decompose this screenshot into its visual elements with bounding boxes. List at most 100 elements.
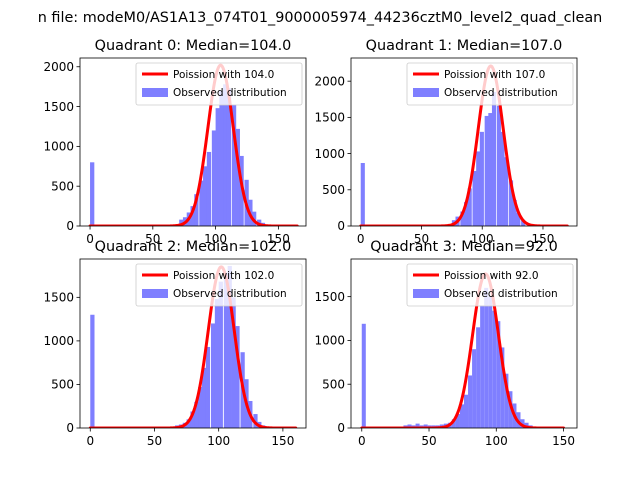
quadrant-3-legend-box xyxy=(406,263,574,307)
quadrant-1-hist-bar xyxy=(460,211,465,226)
quadrant-1-axes-frame xyxy=(350,57,578,227)
quadrant-1-hist-bar xyxy=(360,163,365,226)
figure-suptitle: n file: modeM0/AS1A13_074T01_9000005974_… xyxy=(38,10,603,26)
quadrant-2-plot xyxy=(88,265,298,428)
quadrant-0-hist-bar xyxy=(235,128,240,226)
quadrant-2-ytick-label: 1000 xyxy=(43,334,74,348)
quadrant-3-xtick-label: 100 xyxy=(485,434,508,448)
quadrant-0-hist-bar xyxy=(219,90,224,226)
quadrant-1-ytick-label: 1500 xyxy=(314,111,345,125)
quadrant-1-hist-bar xyxy=(464,202,469,226)
quadrant-3-title: Quadrant 3: Median=92.0 xyxy=(370,239,558,255)
quadrant-2-legend-label-observed: Observed distribution xyxy=(173,288,287,300)
quadrant-0-legend-label-observed: Observed distribution xyxy=(173,87,287,99)
quadrant-1-legend-box xyxy=(406,62,574,106)
quadrant-1-xtick-label: 150 xyxy=(532,232,555,246)
quadrant-1-xtick-label: 0 xyxy=(357,232,365,246)
quadrant-2-legend-box xyxy=(135,263,303,307)
quadrant-1-hist-bar xyxy=(504,157,509,226)
quadrant-3-legend: Poission with 92.0 Observed distribution xyxy=(406,263,574,307)
quadrant-2-hist-bar xyxy=(218,281,223,428)
quadrant-3-legend-bar-swatch xyxy=(413,289,439,298)
quadrant-2-hist-bar xyxy=(186,419,191,428)
quadrant-0-xtick-label: 0 xyxy=(86,232,94,246)
quadrant-3-hist-bar xyxy=(484,287,489,428)
quadrant-2-hist-bar xyxy=(223,272,229,428)
quadrant-0-legend-bar-swatch xyxy=(142,88,168,97)
quadrant-2-title: Quadrant 2: Median=102.0 xyxy=(95,239,292,255)
quadrant-0-legend: Poission with 104.0 Observed distribution xyxy=(135,62,303,106)
quadrant-2-xtick-label: 0 xyxy=(86,434,94,448)
quadrant-2-hist-bar xyxy=(190,411,195,428)
quadrant-2-xtick-label: 150 xyxy=(271,434,294,448)
quadrant-1-legend: Poission with 107.0 Observed distribution xyxy=(406,62,574,106)
quadrant-0-xtick-label: 100 xyxy=(204,232,227,246)
quadrant-0-hist-bar xyxy=(223,84,228,226)
quadrant-1-hist-bar xyxy=(496,105,501,226)
quadrant-3-hist-bar xyxy=(488,296,493,428)
quadrant-3-hist-bar xyxy=(476,327,481,428)
quadrant-3-poisson-line xyxy=(360,272,566,428)
quadrant-3-xtick-label: 50 xyxy=(421,434,436,448)
quadrant-1-legend-label-poisson: Poission with 107.0 xyxy=(444,69,545,81)
quadrant-1-hist-bar xyxy=(472,170,477,226)
quadrant-2-hist-bar xyxy=(235,326,240,428)
quadrant-3-hist-bar xyxy=(361,323,366,428)
quadrant-0-axes-frame xyxy=(79,57,307,227)
quadrant-0-hist-bar xyxy=(231,104,237,226)
quadrant-2-hist-bar xyxy=(205,346,211,428)
quadrant-3-ytick-label: 1000 xyxy=(314,334,345,348)
quadrant-0-hist-bar xyxy=(203,166,208,226)
quadrant-1-hist-bar xyxy=(491,92,497,226)
quadrant-2-hist-bar xyxy=(227,265,232,428)
quadrant-1-hist-bar xyxy=(512,199,517,226)
quadrant-0-hist-bar xyxy=(90,162,95,226)
quadrant-3-hist-bar xyxy=(524,422,529,428)
quadrant-3-hist-bar xyxy=(508,391,513,428)
quadrant-0-plot xyxy=(88,63,299,226)
quadrant-2-ytick-label: 500 xyxy=(51,378,74,392)
quadrant-2-ytick-label: 1500 xyxy=(43,291,74,305)
quadrant-0-legend-box xyxy=(135,62,303,106)
quadrant-0-hist-bar xyxy=(194,194,199,226)
quadrant-2-legend-bar-swatch xyxy=(142,289,168,298)
quadrant-0-ytick-label: 500 xyxy=(51,179,74,193)
quadrant-3-hist-bar xyxy=(492,310,497,428)
quadrant-1-hist-bar xyxy=(500,131,505,226)
quadrant-3-hist-bar xyxy=(472,349,477,428)
quadrant-3-hist-bar xyxy=(496,321,501,428)
quadrant-1-plot xyxy=(359,64,569,226)
quadrant-3-hist-bar xyxy=(504,373,509,428)
quadrant-3-hist-bar xyxy=(520,419,525,428)
quadrant-0-xtick-label: 50 xyxy=(145,232,160,246)
quadrant-0-hist-bar xyxy=(190,206,195,226)
quadrant-1-hist-bar xyxy=(521,220,526,226)
quadrant-1-ytick-label: 0 xyxy=(337,219,345,233)
quadrant-2-hist-bar xyxy=(231,297,236,428)
quadrant-3-hist-bar xyxy=(500,347,505,428)
quadrant-2-legend: Poission with 102.0 Observed distribution xyxy=(135,263,303,307)
quadrant-1-legend-label-observed: Observed distribution xyxy=(444,87,558,99)
quadrant-3-hist-bar xyxy=(459,404,464,428)
quadrant-0-legend-label-poisson: Poission with 104.0 xyxy=(173,69,274,81)
quadrant-1-hist-bar xyxy=(476,151,481,226)
quadrant-1-ytick-label: 2000 xyxy=(314,74,345,88)
quadrant-2-axes-frame xyxy=(79,258,307,429)
quadrant-3-legend-label-poisson: Poission with 92.0 xyxy=(444,270,539,282)
quadrant-3-xtick-label: 0 xyxy=(358,434,366,448)
quadrant-2-ytick-label: 0 xyxy=(66,421,74,435)
quadrant-1-title: Quadrant 1: Median=107.0 xyxy=(366,38,563,54)
quadrant-0-ytick-label: 1000 xyxy=(43,140,74,154)
quadrant-3-hist-bar xyxy=(455,413,460,428)
quadrant-2-poisson-line xyxy=(88,265,298,428)
quadrant-0-hist-bar xyxy=(211,130,217,226)
quadrant-1-hist-bar xyxy=(516,212,521,226)
quadrant-0-hist-bar xyxy=(206,151,212,226)
quadrant-1-xtick-label: 50 xyxy=(414,232,429,246)
quadrant-0-hist-bar xyxy=(179,219,184,226)
quadrant-1-hist-bar xyxy=(488,113,493,226)
quadrant-3-hist-bar xyxy=(423,424,428,428)
quadrant-3-legend-label-observed: Observed distribution xyxy=(444,288,558,300)
